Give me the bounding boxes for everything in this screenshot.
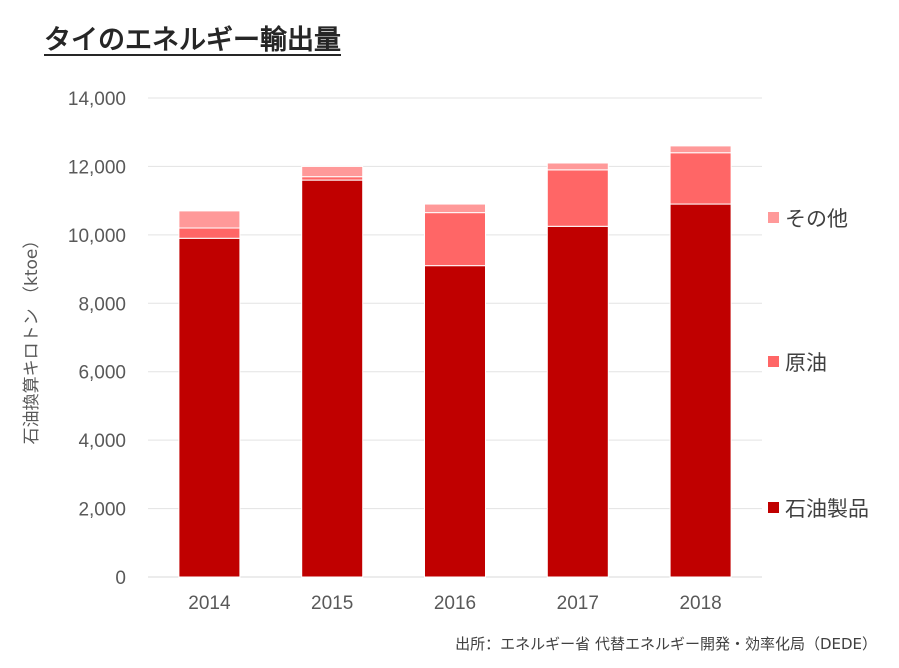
bar-segment xyxy=(669,152,732,205)
bar-segment xyxy=(424,212,486,267)
x-tick-label: 2014 xyxy=(188,593,231,614)
bar-segment xyxy=(669,203,732,578)
y-tick-label: 6,000 xyxy=(78,363,126,384)
x-tick-label: 2018 xyxy=(679,593,721,614)
bar-segment xyxy=(546,162,609,171)
y-tick-label: 12,000 xyxy=(68,157,126,178)
y-tick-label: 0 xyxy=(115,568,126,589)
bars xyxy=(178,145,732,578)
legend-swatch xyxy=(768,212,779,223)
y-axis-label: 石油換算キロトン （ktoe） xyxy=(22,232,42,445)
y-tick-label: 2,000 xyxy=(78,500,126,521)
bar-segment xyxy=(301,179,364,578)
legend-label: 原油 xyxy=(785,351,827,375)
x-tick-label: 2017 xyxy=(557,593,599,614)
y-tick-label: 10,000 xyxy=(68,226,126,247)
x-tick-label: 2015 xyxy=(311,593,353,614)
x-tick-label: 2016 xyxy=(434,593,476,614)
bar-segment xyxy=(546,169,609,227)
bar-segment xyxy=(178,227,241,239)
x-axis-ticks: 2014 2015 2016 2017 2018 xyxy=(188,593,721,614)
legend-swatch xyxy=(768,356,779,367)
y-tick-label: 14,000 xyxy=(68,89,126,110)
bar-segment xyxy=(424,203,486,214)
bar-segment xyxy=(546,225,609,578)
source-note: 出所：エネルギー省 代替エネルギー開発・効率化局（DEDE） xyxy=(455,635,877,653)
y-axis-ticks: 0 2,000 4,000 6,000 8,000 10,000 12,000 14,000 xyxy=(68,89,126,589)
y-tick-label: 4,000 xyxy=(78,431,126,452)
bar-segment xyxy=(669,145,732,154)
bar-segment xyxy=(178,237,241,578)
legend-label: 石油製品 xyxy=(785,497,869,521)
bar-segment xyxy=(424,265,486,578)
legend-swatch xyxy=(768,502,779,513)
bar-segment xyxy=(301,176,364,181)
bar-segment xyxy=(301,165,364,178)
bar-segment xyxy=(178,210,241,229)
y-tick-label: 8,000 xyxy=(78,294,126,315)
legend-label: その他 xyxy=(785,207,848,231)
chart-title: タイのエネルギー輸出量 xyxy=(44,25,341,56)
